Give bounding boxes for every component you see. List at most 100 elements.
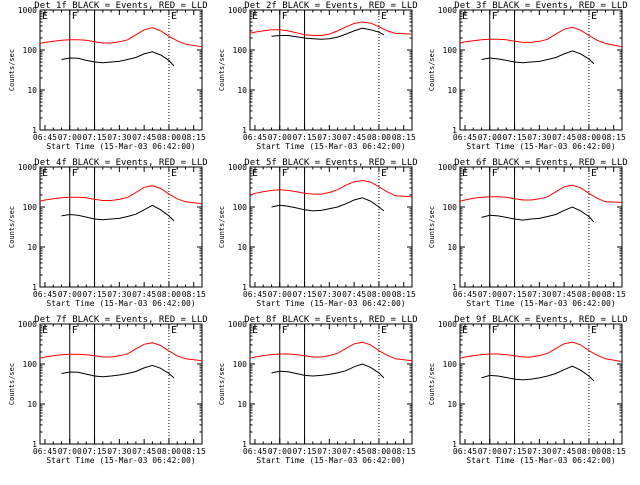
marker-label-f: F <box>492 11 498 22</box>
marker-label-e: E <box>171 168 177 179</box>
chart-title: Det 4f BLACK = Events, RED = LLD <box>34 158 207 168</box>
x-tick-label: 08:15 <box>182 290 206 299</box>
chart-title: Det 6f BLACK = Events, RED = LLD <box>454 158 627 168</box>
x-tick-label: 08:15 <box>392 290 416 299</box>
x-tick-label: 07:00 <box>268 290 292 299</box>
marker-label-e: E <box>381 168 387 179</box>
x-tick-label: 08:15 <box>602 447 626 456</box>
y-tick-label: 1 <box>452 126 457 135</box>
plot-frame <box>249 166 413 288</box>
y-axis-label: Counts/sec <box>8 363 16 405</box>
chart-panel-6: Det 6f BLACK = Events, RED = LLD 1 10 100 10… <box>428 158 628 308</box>
y-tick-label: 1000 <box>18 320 37 329</box>
marker-label-f: F <box>492 325 498 336</box>
x-tick-label: 07:30 <box>527 447 551 456</box>
x-tick-label: 07:00 <box>58 447 82 456</box>
x-axis-label: Start Time (15-Mar-03 06:42:00) <box>46 299 195 308</box>
x-axis-label: Start Time (15-Mar-03 06:42:00) <box>466 142 615 151</box>
series-line-lld <box>249 21 413 36</box>
series-line-lld <box>459 26 623 48</box>
y-tick-label: 100 <box>23 203 38 212</box>
x-tick-label: 08:00 <box>367 290 391 299</box>
y-tick-label: 100 <box>23 360 38 369</box>
x-tick-label: 06:45 <box>243 133 267 142</box>
y-tick-label: 10 <box>447 400 457 409</box>
y-tick-label: 10 <box>447 243 457 252</box>
x-tick-label: 07:00 <box>478 447 502 456</box>
series-line-events <box>61 51 175 67</box>
chart-panel-3: Det 3f BLACK = Events, RED = LLD 1 10 100 10… <box>428 1 628 151</box>
y-axis-label: Counts/sec <box>428 206 436 248</box>
x-tick-label: 08:00 <box>577 447 601 456</box>
marker-label-f: F <box>282 325 288 336</box>
x-tick-label: 06:45 <box>33 290 57 299</box>
y-tick-label: 1000 <box>438 163 457 172</box>
marker-label-f: F <box>72 325 78 336</box>
x-tick-label: 07:45 <box>552 133 576 142</box>
y-axis-label: Counts/sec <box>8 49 16 91</box>
series-line-events <box>481 206 595 223</box>
marker-label-e: E <box>171 325 177 336</box>
chart-title: Det 2f BLACK = Events, RED = LLD <box>244 1 417 11</box>
x-axis-label: Start Time (15-Mar-03 06:42:00) <box>256 142 405 151</box>
x-tick-label: 08:15 <box>182 447 206 456</box>
series-line-events <box>481 365 595 382</box>
y-tick-label: 1000 <box>438 320 457 329</box>
y-tick-label: 100 <box>233 203 248 212</box>
y-tick-label: 1 <box>242 126 247 135</box>
chart-title: Det 3f BLACK = Events, RED = LLD <box>454 1 627 11</box>
plot-frame <box>459 9 623 131</box>
y-tick-label: 1 <box>32 283 37 292</box>
x-tick-label: 07:15 <box>503 447 527 456</box>
x-tick-label: 08:00 <box>367 447 391 456</box>
y-tick-label: 1000 <box>438 6 457 15</box>
x-axis-label: Start Time (15-Mar-03 06:42:00) <box>46 456 195 465</box>
x-tick-label: 07:30 <box>317 290 341 299</box>
marker-label-f: F <box>282 168 288 179</box>
y-axis-label: Counts/sec <box>218 49 226 91</box>
plot-frame <box>249 323 413 445</box>
x-tick-label: 07:45 <box>552 290 576 299</box>
x-tick-label: 08:15 <box>182 133 206 142</box>
chart-title: Det 7f BLACK = Events, RED = LLD <box>34 315 207 325</box>
x-tick-label: 07:45 <box>342 290 366 299</box>
plot-frame <box>249 9 413 131</box>
chart-panel-2: Det 2f BLACK = Events, RED = LLD 1 10 100 10… <box>218 1 418 151</box>
y-axis-label: Counts/sec <box>428 49 436 91</box>
series-line-lld <box>39 185 203 205</box>
y-tick-label: 10 <box>27 86 37 95</box>
series-line-events <box>61 364 175 379</box>
chart-panel-8: Det 8f BLACK = Events, RED = LLD 1 10 100 10… <box>218 315 418 465</box>
chart-panel-4: Det 4f BLACK = Events, RED = LLD 1 10 100 10… <box>8 158 208 308</box>
x-tick-label: 07:30 <box>527 133 551 142</box>
chart-panel-5: Det 5f BLACK = Events, RED = LLD 1 10 100 10… <box>218 158 418 308</box>
marker-label-e: E <box>591 325 597 336</box>
chart-panel-9: Det 9f BLACK = Events, RED = LLD 1 10 100 10… <box>428 315 628 465</box>
x-tick-label: 07:30 <box>107 447 131 456</box>
series-line-events <box>271 363 385 379</box>
series-line-events <box>61 204 175 222</box>
chart-panel-1: Det 1f BLACK = Events, RED = LLD 1 10 100 10… <box>8 1 208 151</box>
y-tick-label: 1000 <box>228 320 247 329</box>
series-line-lld <box>249 341 413 362</box>
plot-frame <box>459 166 623 288</box>
x-tick-label: 08:00 <box>157 290 181 299</box>
series-line-events <box>271 197 385 212</box>
x-axis-label: Start Time (15-Mar-03 06:42:00) <box>466 456 615 465</box>
x-tick-label: 06:45 <box>453 447 477 456</box>
y-tick-label: 1 <box>452 283 457 292</box>
x-tick-label: 07:15 <box>293 133 317 142</box>
marker-label-e-left: E <box>252 168 258 179</box>
y-tick-label: 10 <box>447 86 457 95</box>
x-tick-label: 08:15 <box>602 290 626 299</box>
x-tick-label: 07:45 <box>132 447 156 456</box>
marker-label-e: E <box>171 11 177 22</box>
x-tick-label: 07:30 <box>107 133 131 142</box>
marker-label-e-left: E <box>42 168 48 179</box>
series-line-lld <box>249 179 413 198</box>
y-tick-label: 100 <box>23 46 38 55</box>
x-tick-label: 08:15 <box>602 133 626 142</box>
chart-title: Det 1f BLACK = Events, RED = LLD <box>34 1 207 11</box>
x-tick-label: 06:45 <box>243 290 267 299</box>
x-tick-label: 08:00 <box>367 133 391 142</box>
